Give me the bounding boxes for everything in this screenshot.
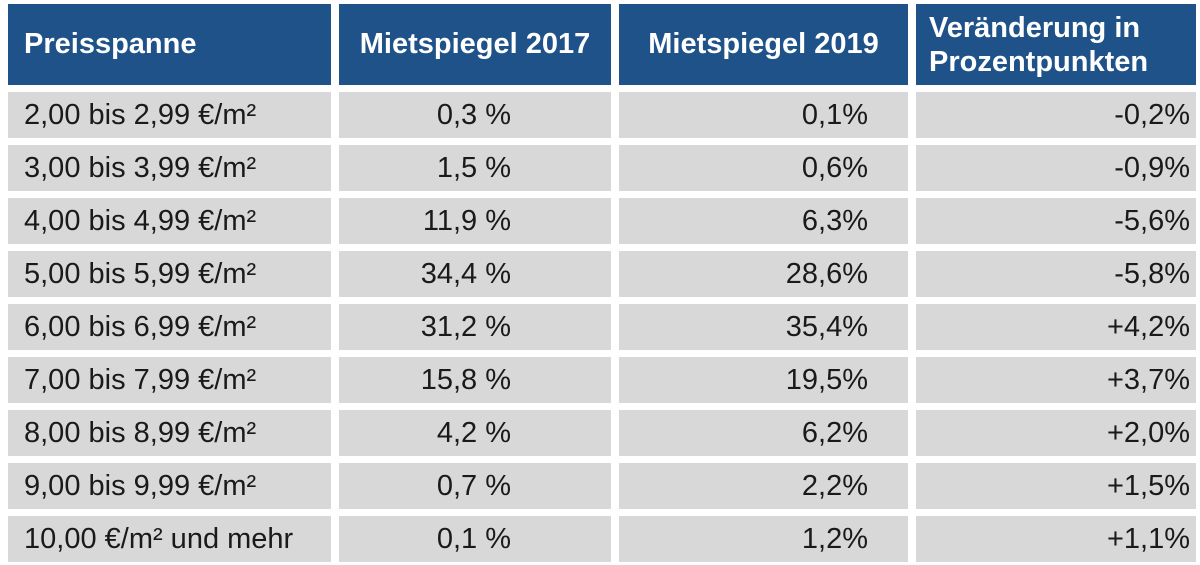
header-veraenderung-line1: Veränderung in — [929, 11, 1141, 44]
cell-range: 9,00 bis 9,99 €/m² — [8, 463, 331, 509]
cell-change: +4,2% — [916, 304, 1196, 350]
cell-range: 4,00 bis 4,99 €/m² — [8, 198, 331, 244]
cell-ms2019: 1,2% — [619, 516, 908, 562]
cell-change: +1,1% — [916, 516, 1196, 562]
cell-change: -0,2% — [916, 92, 1196, 138]
cell-change: +1,5% — [916, 463, 1196, 509]
cell-change: -0,9% — [916, 145, 1196, 191]
cell-ms2017: 31,2 % — [339, 304, 611, 350]
header-veraenderung-text: Veränderung in Prozentpunkten — [929, 11, 1148, 79]
cell-ms2019: 28,6% — [619, 251, 908, 297]
cell-range: 6,00 bis 6,99 €/m² — [8, 304, 331, 350]
cell-range: 10,00 €/m² und mehr — [8, 516, 331, 562]
cell-range: 8,00 bis 8,99 €/m² — [8, 410, 331, 456]
cell-ms2017: 0,1 % — [339, 516, 611, 562]
cell-ms2017: 0,7 % — [339, 463, 611, 509]
cell-ms2019: 6,3% — [619, 198, 908, 244]
cell-range: 2,00 bis 2,99 €/m² — [8, 92, 331, 138]
cell-ms2017: 0,3 % — [339, 92, 611, 138]
cell-range: 3,00 bis 3,99 €/m² — [8, 145, 331, 191]
cell-ms2017: 34,4 % — [339, 251, 611, 297]
header-veraenderung: Veränderung in Prozentpunkten — [916, 4, 1196, 85]
cell-ms2019: 35,4% — [619, 304, 908, 350]
cell-ms2019: 19,5% — [619, 357, 908, 403]
cell-change: -5,8% — [916, 251, 1196, 297]
cell-ms2019: 6,2% — [619, 410, 908, 456]
cell-ms2019: 0,1% — [619, 92, 908, 138]
cell-ms2019: 0,6% — [619, 145, 908, 191]
cell-range: 7,00 bis 7,99 €/m² — [8, 357, 331, 403]
cell-ms2017: 1,5 % — [339, 145, 611, 191]
cell-ms2017: 15,8 % — [339, 357, 611, 403]
header-mietspiegel-2019: Mietspiegel 2019 — [619, 4, 908, 85]
cell-change: +3,7% — [916, 357, 1196, 403]
cell-ms2017: 11,9 % — [339, 198, 611, 244]
header-mietspiegel-2017: Mietspiegel 2017 — [339, 4, 611, 85]
cell-change: -5,6% — [916, 198, 1196, 244]
header-preisspanne: Preisspanne — [8, 4, 331, 85]
cell-range: 5,00 bis 5,99 €/m² — [8, 251, 331, 297]
cell-ms2019: 2,2% — [619, 463, 908, 509]
cell-ms2017: 4,2 % — [339, 410, 611, 456]
cell-change: +2,0% — [916, 410, 1196, 456]
header-veraenderung-line2: Prozentpunkten — [929, 45, 1149, 78]
